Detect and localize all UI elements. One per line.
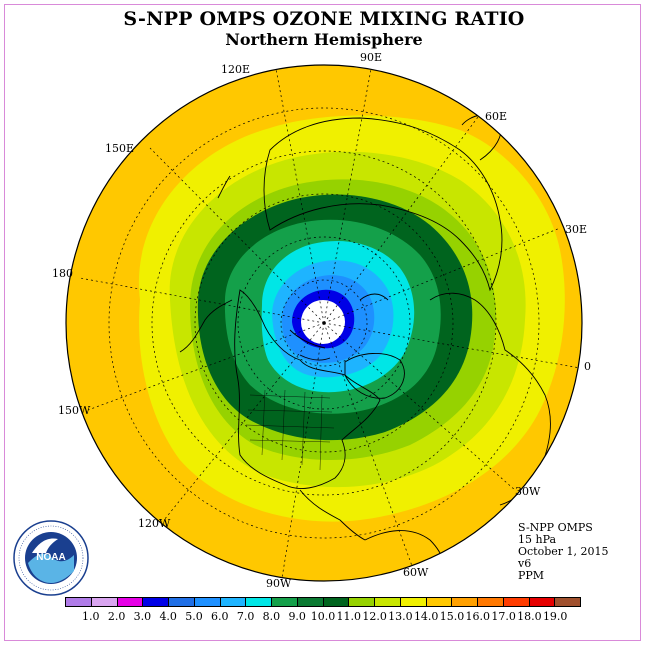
colorbar-segment (323, 598, 350, 606)
lon-label-120w: 120W (138, 517, 171, 530)
colorbar-tick-label: 11.0 (336, 610, 362, 623)
meridian-lines (79, 68, 581, 579)
ozone-field (66, 65, 582, 581)
lon-label-120e: 120E (221, 63, 251, 76)
colorbar-tick-label: 7.0 (236, 610, 255, 623)
colorbar-segment (452, 598, 478, 606)
colorbar-tick-label: 17.0 (491, 610, 516, 623)
noaa-logo-icon: NOAA (13, 520, 89, 596)
us-state-lines (245, 389, 335, 471)
colorbar-tick-label: 12.0 (362, 610, 387, 623)
colorbar-segment (426, 598, 453, 606)
lon-label-150e: 150E (105, 142, 135, 155)
colorbar-tick-label: 4.0 (159, 610, 177, 623)
map-title: S-NPP OMPS OZONE MIXING RATIO (123, 8, 525, 30)
colorbar-tick-label: 6.0 (211, 610, 229, 623)
info-pressure-level: 15 hPa (518, 533, 557, 546)
noaa-logo-text: NOAA (36, 552, 65, 563)
colorbar-segment (272, 598, 298, 606)
lon-label-150w: 150W (58, 404, 91, 417)
lon-label-0: 0 (584, 360, 591, 373)
product-info: S-NPP OMPS 15 hPa October 1, 2015 v6 PPM (518, 522, 609, 582)
colorbar-tick-label: 19.0 (542, 610, 568, 623)
info-units: PPM (518, 569, 545, 582)
greenland-outline (344, 353, 405, 399)
page-frame (4, 4, 641, 641)
colorbar-segment (529, 598, 556, 606)
colorbar-tick-label: 13.0 (388, 610, 413, 623)
colorbar-segment (375, 598, 401, 606)
latitude-circles (108, 107, 540, 539)
colorbar-segment (297, 598, 324, 606)
colorbar-tick-labels: 1.0 2.0 3.0 4.0 5.0 6.0 7.0 8.0 9.0 10.0 11.0 12.0 1… (0, 610, 648, 624)
colorbar-segment (169, 598, 195, 606)
info-instrument: S-NPP OMPS (518, 521, 593, 534)
colorbar (65, 597, 581, 607)
info-version: v6 (518, 557, 532, 570)
lon-label-180: 180 (52, 267, 73, 280)
colorbar-segment (478, 598, 504, 606)
colorbar-tick-label: 18.0 (517, 610, 542, 623)
colorbar-tick-label: 8.0 (262, 610, 281, 623)
colorbar-segment (143, 598, 169, 606)
lon-label-30e: 30E (565, 223, 588, 236)
colorbar-segment (117, 598, 144, 606)
colorbar-segment (246, 598, 272, 606)
colorbar-segment (91, 598, 118, 606)
central-america-outline (299, 489, 366, 541)
alaska-outline (179, 299, 233, 353)
colorbar-tick-label: 3.0 (133, 610, 152, 623)
globe-border (65, 64, 583, 582)
japan-outline (217, 175, 231, 199)
colorbar-segment (503, 598, 530, 606)
colorbar-tick-label: 2.0 (107, 610, 126, 623)
colorbar-segment (555, 598, 580, 606)
map-subtitle: Northern Hemisphere (225, 30, 423, 49)
info-date: October 1, 2015 (518, 545, 609, 558)
colorbar-tick-label: 9.0 (288, 610, 306, 623)
lon-label-60e: 60E (485, 110, 508, 123)
lon-label-90w: 90W (266, 577, 292, 590)
colorbar-segment (220, 598, 247, 606)
colorbar-segment (194, 598, 221, 606)
colorbar-tick-label: 16.0 (465, 610, 491, 623)
colorbar-tick-label: 5.0 (185, 610, 203, 623)
colorbar-tick-label: 10.0 (310, 610, 336, 623)
north-america-outline (234, 289, 381, 489)
colorbar-tick-label: 1.0 (82, 610, 100, 623)
lon-label-30w: 30W (515, 485, 541, 498)
colorbar-tick-label: 14.0 (413, 610, 439, 623)
colorbar-segment (66, 598, 92, 606)
lon-label-60w: 60W (403, 566, 429, 579)
colorbar-tick-label: 15.0 (439, 610, 465, 623)
colorbar-segment (349, 598, 375, 606)
colorbar-segment (400, 598, 427, 606)
lon-label-90e: 90E (360, 51, 383, 64)
